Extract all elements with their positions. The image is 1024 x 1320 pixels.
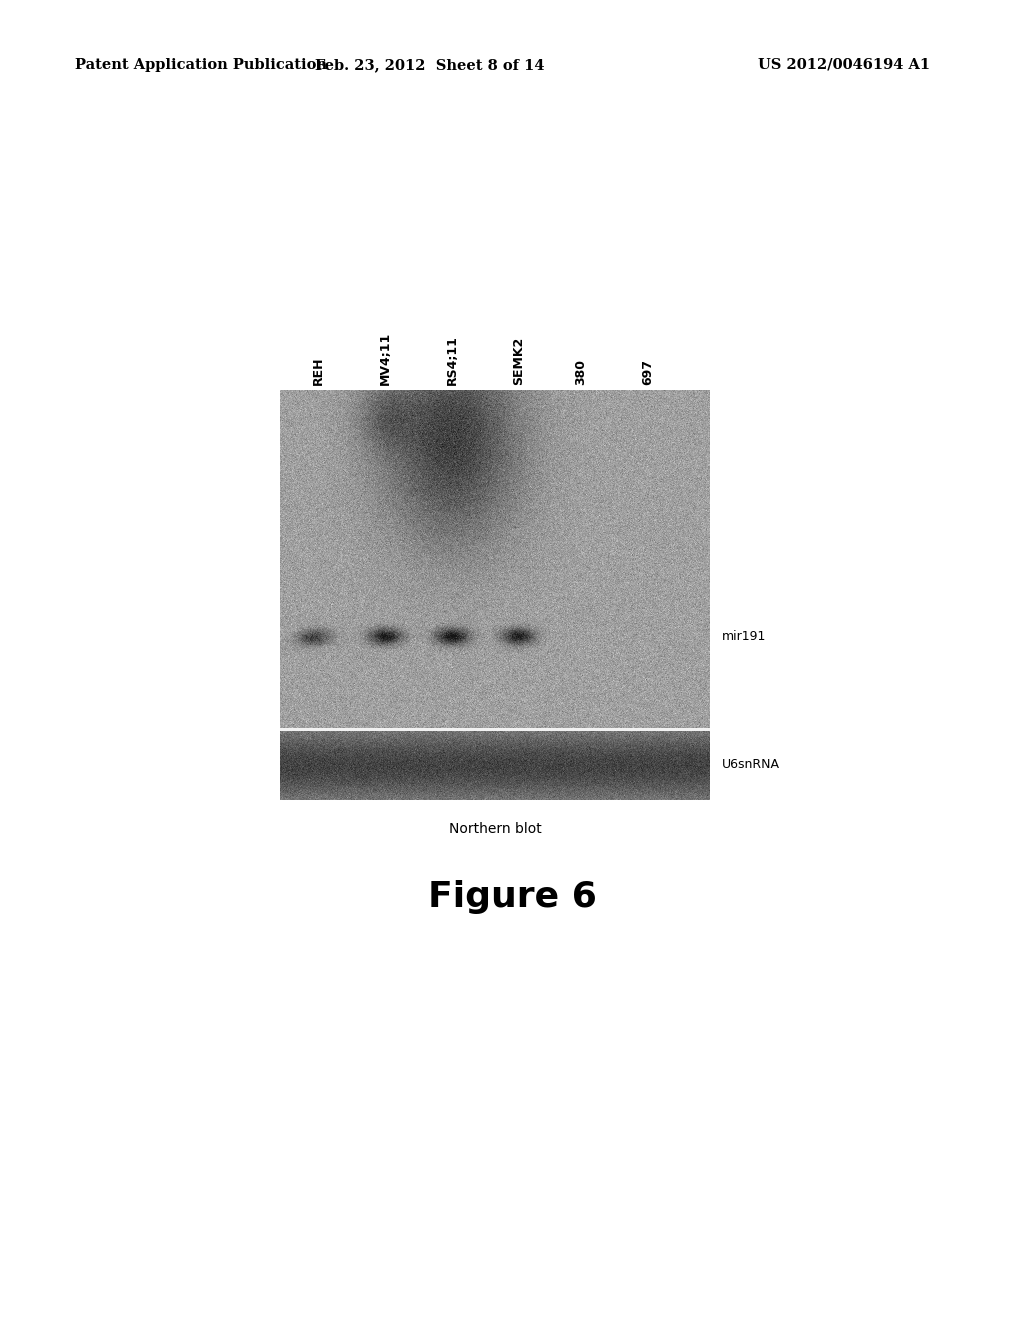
Text: SEMK2: SEMK2 <box>512 337 525 385</box>
Text: Patent Application Publication: Patent Application Publication <box>75 58 327 73</box>
Text: Feb. 23, 2012  Sheet 8 of 14: Feb. 23, 2012 Sheet 8 of 14 <box>315 58 545 73</box>
Text: REH: REH <box>312 356 326 385</box>
Text: 380: 380 <box>574 359 588 385</box>
Text: RS4;11: RS4;11 <box>445 335 459 385</box>
Text: mir191: mir191 <box>722 630 766 643</box>
Text: 697: 697 <box>641 359 654 385</box>
Text: U6snRNA: U6snRNA <box>722 759 780 771</box>
Text: Figure 6: Figure 6 <box>428 880 596 913</box>
Text: US 2012/0046194 A1: US 2012/0046194 A1 <box>758 58 930 73</box>
Text: Northern blot: Northern blot <box>449 822 542 836</box>
Text: MV4;11: MV4;11 <box>379 331 392 385</box>
